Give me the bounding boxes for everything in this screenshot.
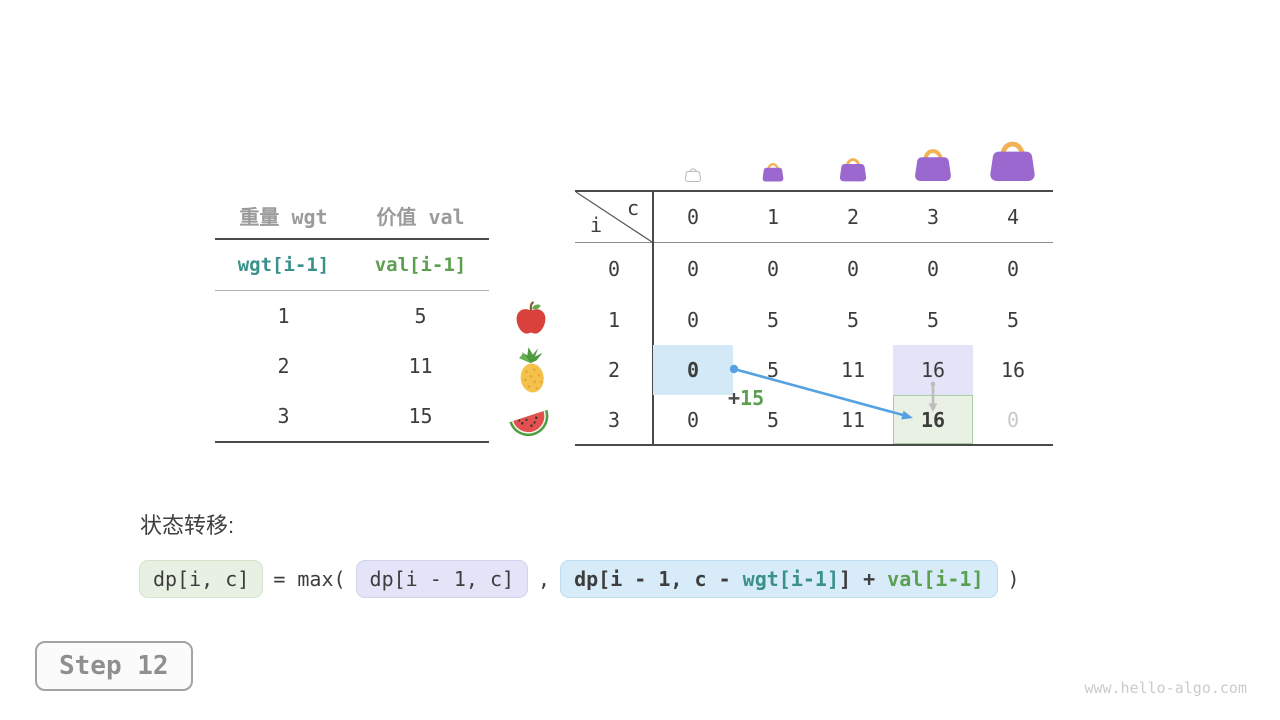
dp-cell: 5 — [766, 307, 780, 332]
dp-row-2: 2 0 5 11 16 16 — [575, 345, 1053, 395]
plus-sign: + — [728, 386, 741, 410]
formula-keep-box: dp[i - 1, c] — [355, 560, 529, 598]
bag-capacity-4-icon — [990, 141, 1035, 181]
dp-cell: 0 — [766, 256, 780, 281]
dp-table-top-rule — [575, 190, 1053, 192]
corner-col-var: c — [626, 196, 640, 220]
weight-column-header: 重量 wgt — [239, 204, 328, 229]
dp-row-3: 3 0 5 11 16 0 — [575, 395, 1053, 444]
dp-cell-target-highlight: 16 — [893, 395, 973, 444]
item-value: 15 — [408, 404, 433, 428]
dp-table-vertical-rule — [652, 190, 654, 446]
bag-capacity-2-icon — [839, 158, 867, 182]
comma: , — [538, 567, 551, 591]
dp-cell: 0 — [1006, 256, 1020, 281]
state-transition-label: 状态转移: — [140, 513, 235, 538]
dp-cell: 5 — [846, 307, 860, 332]
item-weight: 1 — [277, 304, 290, 328]
dp-cell: 0 — [686, 407, 700, 432]
dp-table-bottom-rule — [575, 444, 1053, 446]
dp-column-headers: 0 1 2 3 4 — [653, 190, 1053, 243]
dp-cell: 11 — [840, 407, 866, 432]
dp-cell: 5 — [926, 307, 940, 332]
corner-diagonal-line — [575, 191, 653, 243]
dp-cell: 0 — [686, 307, 700, 332]
item-row-pineapple: 2 11 — [215, 341, 489, 391]
row-header: 2 — [607, 358, 621, 382]
dp-cell-pending: 0 — [1006, 407, 1020, 432]
item-weight: 3 — [277, 404, 290, 428]
dp-cell-source-highlight: 0 — [653, 345, 733, 395]
dp-row-1: 1 0 5 5 5 5 — [575, 294, 1053, 345]
item-row-watermelon: 3 15 — [215, 391, 489, 441]
take-wgt-term: wgt[i-1] — [742, 567, 839, 591]
val-index-label: val[i-1] — [374, 254, 467, 276]
row-header: 1 — [607, 307, 621, 332]
dp-cell: 5 — [1006, 307, 1020, 332]
dp-table: c i 0 1 2 3 4 0 0 0 0 0 0 1 0 5 5 5 5 2 … — [575, 190, 1053, 446]
wgt-index-label: wgt[i-1] — [237, 254, 330, 276]
col-header: 2 — [846, 204, 860, 229]
watermark: www.hello-algo.com — [1084, 679, 1247, 697]
col-header: 4 — [1006, 204, 1020, 229]
plus-value-annotation: +15 — [728, 386, 764, 410]
dp-cell: 0 — [846, 256, 860, 281]
items-table-index-row: wgt[i-1] val[i-1] — [215, 240, 489, 291]
item-value: 5 — [414, 304, 427, 328]
dp-cell: 11 — [840, 358, 866, 382]
col-header: 1 — [766, 204, 780, 229]
step-badge: Step 12 — [35, 641, 193, 691]
items-table-header: 重量 wgt 价值 val — [215, 192, 489, 240]
row-header: 3 — [607, 407, 621, 432]
dp-cell-keep-highlight: 16 — [893, 345, 973, 395]
apple-icon — [516, 301, 546, 334]
bag-capacity-3-icon — [915, 149, 951, 181]
corner-row-var: i — [589, 213, 603, 237]
formula-result-box: dp[i, c] — [139, 560, 264, 598]
dp-cell: 0 — [926, 256, 940, 281]
value-column-header: 价值 val — [376, 204, 465, 229]
item-weight: 2 — [277, 354, 290, 378]
max-open: max( — [297, 567, 346, 591]
dp-cell: 0 — [686, 256, 700, 281]
bag-capacity-1-icon — [762, 163, 784, 182]
item-value: 11 — [408, 354, 433, 378]
take-val-term: val[i-1] — [887, 567, 984, 591]
watermelon-icon — [509, 409, 549, 437]
take-mid: ] + — [839, 567, 888, 591]
plus-value: 15 — [740, 386, 765, 410]
col-header: 3 — [926, 204, 940, 229]
col-header: 0 — [686, 204, 700, 229]
dp-table-header-rule — [575, 242, 1053, 243]
dp-cell: 16 — [1000, 358, 1026, 382]
row-header: 0 — [607, 256, 621, 281]
items-table: 重量 wgt 价值 val wgt[i-1] val[i-1] 1 5 2 11… — [215, 192, 489, 443]
dp-row-0: 0 0 0 0 0 0 — [575, 243, 1053, 294]
take-prefix: dp[i - 1, c - — [574, 567, 743, 591]
bag-capacity-0-icon — [685, 168, 701, 182]
item-row-apple: 1 5 — [215, 291, 489, 341]
state-transition-formula: dp[i, c] = max( dp[i - 1, c] , dp[i - 1,… — [135, 560, 1026, 598]
paren-close: ) — [1007, 567, 1020, 591]
equals-sign: = — [273, 567, 286, 591]
pineapple-icon — [519, 347, 544, 393]
formula-take-box: dp[i - 1, c - wgt[i-1]] + val[i-1] — [560, 560, 998, 598]
